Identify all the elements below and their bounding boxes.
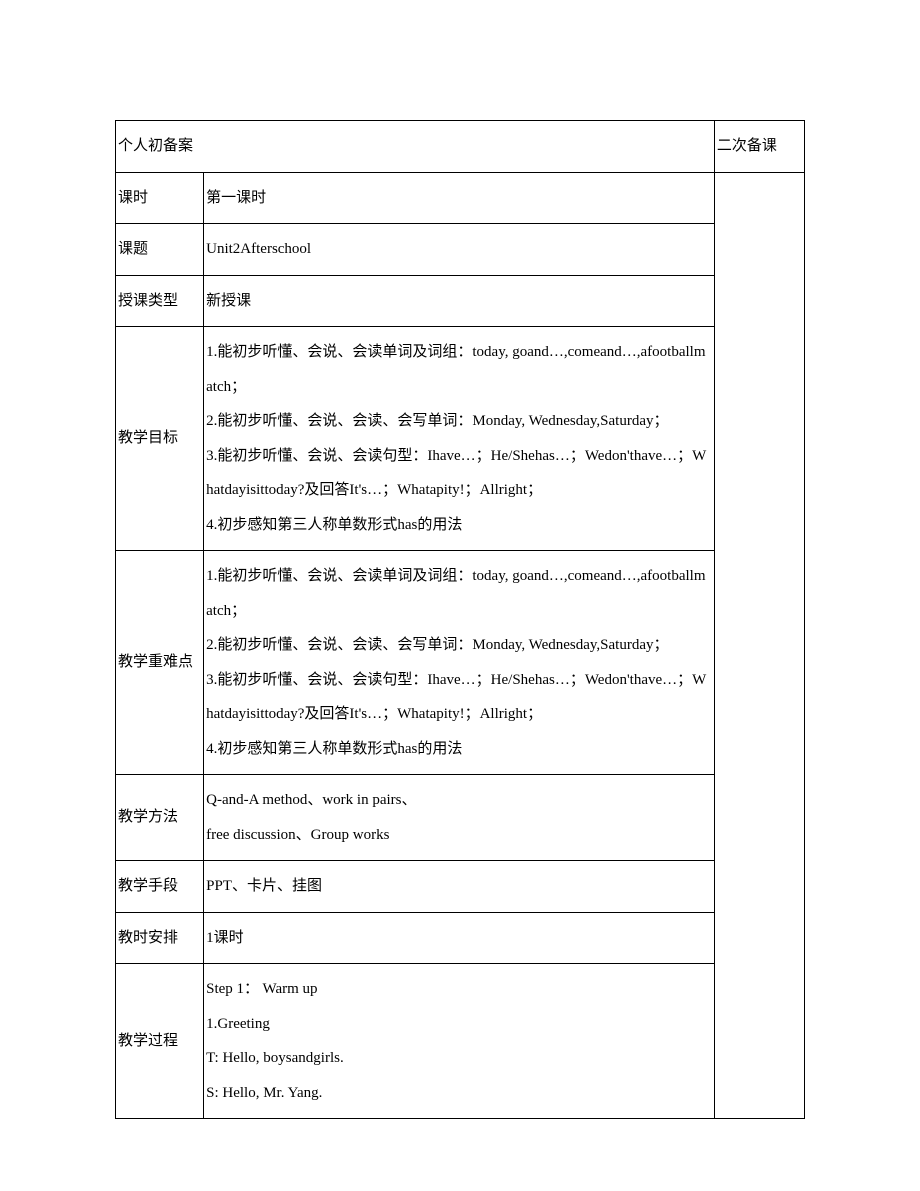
row-content-cell: 第一课时 bbox=[204, 172, 715, 224]
row-content: Q-and-A method、work in pairs、free discus… bbox=[206, 792, 416, 843]
document-page: 个人初备案 二次备课 课时 第一课时 课题 Unit2Afterschool bbox=[0, 0, 920, 1191]
row-label: 教学过程 bbox=[118, 1033, 178, 1049]
header-left-text: 个人初备案 bbox=[118, 138, 193, 154]
row-content-cell: PPT、卡片、挂图 bbox=[204, 861, 715, 913]
header-left-cell: 个人初备案 bbox=[116, 121, 715, 173]
row-content-cell: Unit2Afterschool bbox=[204, 224, 715, 276]
row-label-cell: 教学目标 bbox=[116, 327, 204, 551]
row-content: 1课时 bbox=[206, 930, 244, 946]
row-content-cell: 1课时 bbox=[204, 912, 715, 964]
row-label-cell: 课题 bbox=[116, 224, 204, 276]
row-content: Unit2Afterschool bbox=[206, 241, 311, 257]
table-row: 授课类型 新授课 bbox=[116, 275, 805, 327]
row-content: PPT、卡片、挂图 bbox=[206, 878, 322, 894]
header-right-cell: 二次备课 bbox=[714, 121, 804, 173]
row-label: 教学手段 bbox=[118, 878, 178, 894]
row-label: 教时安排 bbox=[118, 930, 178, 946]
row-content: 1.能初步听懂、会说、会读单词及词组：today, goand…,comeand… bbox=[206, 568, 706, 757]
row-content-cell: 1.能初步听懂、会说、会读单词及词组：today, goand…,comeand… bbox=[204, 551, 715, 775]
header-right-text: 二次备课 bbox=[717, 138, 777, 154]
table-row: 课时 第一课时 bbox=[116, 172, 805, 224]
row-content: 新授课 bbox=[206, 293, 251, 309]
row-content-cell: Q-and-A method、work in pairs、free discus… bbox=[204, 775, 715, 861]
row-label-cell: 教学重难点 bbox=[116, 551, 204, 775]
row-content-cell: Step 1： Warm up1.GreetingT: Hello, boysa… bbox=[204, 964, 715, 1119]
row-label: 课题 bbox=[118, 241, 148, 257]
table-header-row: 个人初备案 二次备课 bbox=[116, 121, 805, 173]
row-label: 教学重难点 bbox=[118, 654, 193, 670]
row-label-cell: 教学手段 bbox=[116, 861, 204, 913]
row-content: Step 1： Warm up1.GreetingT: Hello, boysa… bbox=[206, 981, 344, 1101]
row-content-cell: 新授课 bbox=[204, 275, 715, 327]
row-content-cell: 1.能初步听懂、会说、会读单词及词组：today, goand…,comeand… bbox=[204, 327, 715, 551]
table-row: 教学目标 1.能初步听懂、会说、会读单词及词组：today, goand…,co… bbox=[116, 327, 805, 551]
row-label-cell: 授课类型 bbox=[116, 275, 204, 327]
row-label-cell: 教时安排 bbox=[116, 912, 204, 964]
table-row: 教时安排 1课时 bbox=[116, 912, 805, 964]
row-content: 1.能初步听懂、会说、会读单词及词组：today, goand…,comeand… bbox=[206, 344, 706, 533]
table-row: 课题 Unit2Afterschool bbox=[116, 224, 805, 276]
row-label: 教学目标 bbox=[118, 430, 178, 446]
row-content: 第一课时 bbox=[206, 190, 266, 206]
table-row: 教学重难点 1.能初步听懂、会说、会读单词及词组：today, goand…,c… bbox=[116, 551, 805, 775]
row-label-cell: 教学方法 bbox=[116, 775, 204, 861]
row-label: 教学方法 bbox=[118, 809, 178, 825]
row-label: 授课类型 bbox=[118, 293, 178, 309]
row-label-cell: 教学过程 bbox=[116, 964, 204, 1119]
lesson-plan-table: 个人初备案 二次备课 课时 第一课时 课题 Unit2Afterschool bbox=[115, 120, 805, 1119]
table-row: 教学方法 Q-and-A method、work in pairs、free d… bbox=[116, 775, 805, 861]
table-row: 教学手段 PPT、卡片、挂图 bbox=[116, 861, 805, 913]
row-label: 课时 bbox=[118, 190, 148, 206]
table-row: 教学过程 Step 1： Warm up1.GreetingT: Hello, … bbox=[116, 964, 805, 1119]
row-label-cell: 课时 bbox=[116, 172, 204, 224]
notes-cell bbox=[714, 172, 804, 1119]
